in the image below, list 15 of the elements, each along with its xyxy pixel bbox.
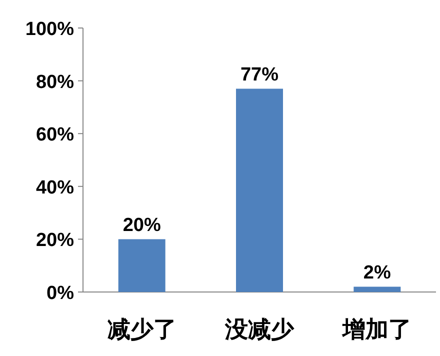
bar bbox=[118, 239, 166, 292]
x-tick-label: 增加了 bbox=[342, 316, 412, 342]
data-label: 77% bbox=[240, 64, 279, 86]
y-tick-label: 0% bbox=[46, 283, 74, 304]
y-tick-label: 80% bbox=[36, 72, 74, 93]
bar bbox=[236, 88, 283, 292]
y-tick-label: 40% bbox=[36, 177, 74, 198]
data-label: 2% bbox=[363, 262, 391, 284]
y-tick-label: 100% bbox=[25, 19, 74, 40]
bar bbox=[354, 286, 401, 292]
x-tick-label: 没减少 bbox=[224, 316, 295, 342]
y-tick-label: 60% bbox=[36, 124, 74, 146]
x-tick-label: 减少了 bbox=[107, 316, 176, 342]
y-tick-label: 20% bbox=[36, 230, 74, 252]
data-label: 20% bbox=[122, 215, 161, 236]
